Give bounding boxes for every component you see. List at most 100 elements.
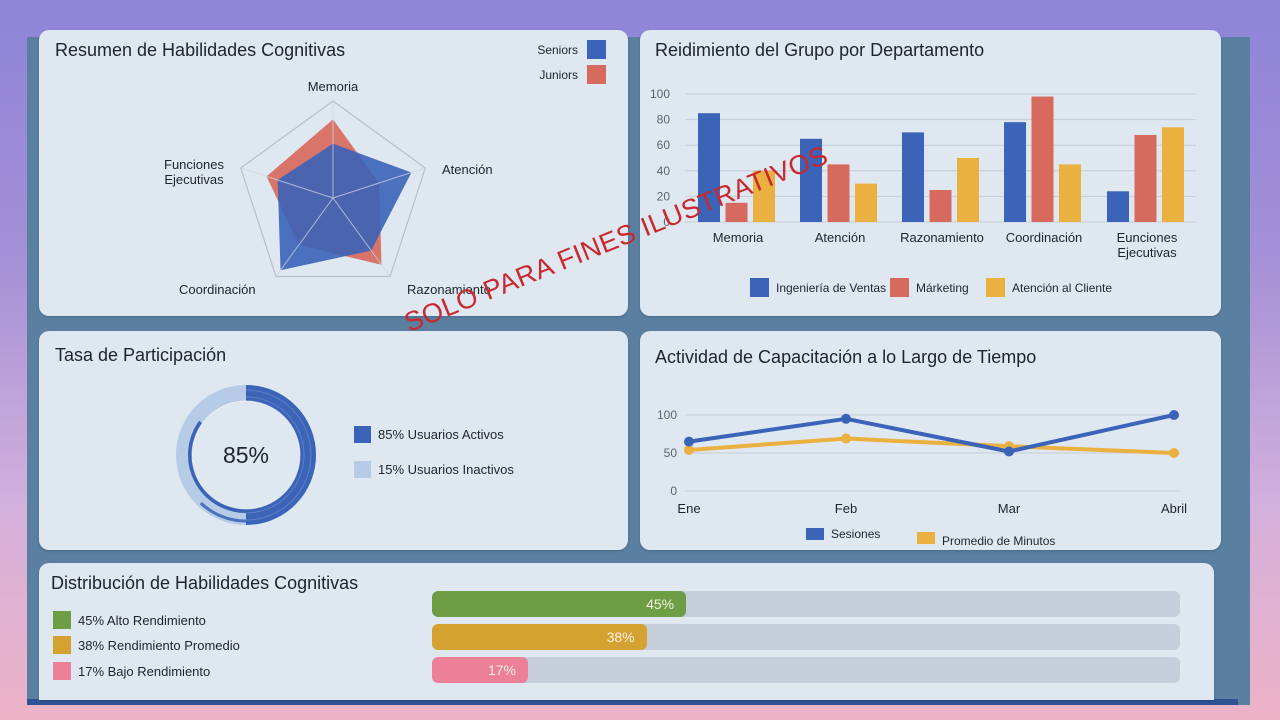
progress-value-label: 17% <box>487 662 516 678</box>
legend-swatch-light-blue <box>354 461 371 478</box>
bar <box>725 202 748 222</box>
bar <box>929 190 952 222</box>
line-xtick-mar: Mar <box>998 501 1021 516</box>
bar <box>827 164 850 222</box>
distribution-card: Distribución de Habilidades Cognitivas 4… <box>39 563 1214 700</box>
legend-label: Promedio de Minutos <box>942 534 1056 548</box>
bar-category-coordinacion: Coordinación <box>1006 230 1083 245</box>
progress-bar-bajo-rendimiento: 17% <box>432 657 1180 683</box>
legend-item-bajo-rendimiento[interactable]: 17% Bajo Rendimiento <box>53 662 210 680</box>
legend-swatch-blue <box>587 40 606 59</box>
bar <box>1059 164 1081 222</box>
bar-category-ejecutivas: Ejecutivas <box>1117 245 1177 260</box>
legend-item-alto-rendimiento[interactable]: 45% Alto Rendimiento <box>53 611 206 629</box>
legend-label: Atención al Cliente <box>1012 280 1113 295</box>
legend-swatch-red <box>587 65 606 84</box>
progress-value-label: 38% <box>606 629 635 645</box>
bar <box>902 132 924 222</box>
svg-text:100: 100 <box>657 408 677 422</box>
legend-label: Juniors <box>539 67 578 82</box>
bar <box>1107 191 1129 222</box>
legend-label: 38% Rendimiento Promedio <box>78 637 240 653</box>
legend-swatch-red <box>890 278 909 297</box>
line-xtick-feb: Feb <box>835 501 857 516</box>
line-xtick-abril: Abril <box>1161 501 1187 516</box>
legend-label: 17% Bajo Rendimiento <box>78 663 211 679</box>
bar-chart-title: Reidimiento del Grupo por Departamento <box>655 40 985 60</box>
legend-item-ingenieria-ventas[interactable]: Ingeniería de Ventas <box>750 278 886 297</box>
line-xtick-ene: Ene <box>677 501 700 516</box>
radar-chart-title: Resumen de Habilidades Cognitivas <box>55 40 346 60</box>
legend-item-atencion-cliente[interactable]: Atención al Cliente <box>986 278 1112 297</box>
bar-category-memoria: Memoria <box>713 230 764 245</box>
legend-swatch-yellow <box>917 532 935 544</box>
legend-swatch-green <box>53 611 71 629</box>
bar <box>1031 96 1054 222</box>
radar-area-seniors <box>277 143 412 271</box>
donut-center-value: 85% <box>223 442 269 468</box>
legend-item-seniors[interactable]: Seniors <box>537 40 606 59</box>
svg-text:20: 20 <box>657 189 671 203</box>
line-series <box>684 410 1179 458</box>
legend-swatch-blue <box>750 278 769 297</box>
training-activity-title: Actividad de Capacitación a lo Largo de … <box>655 347 1037 367</box>
legend-label: Márketing <box>916 280 969 295</box>
legend-label: Ingeniería de Ventas <box>776 280 887 295</box>
legend-label: 15% Usuarios Inactivos <box>378 462 514 477</box>
bar-category-atencion: Atención <box>815 230 866 245</box>
legend-item-promedio-minutos[interactable]: Promedio de Minutos <box>917 528 1055 548</box>
bar <box>1134 134 1157 222</box>
svg-text:40: 40 <box>657 164 671 178</box>
legend-item-rendimiento-promedio[interactable]: 38% Rendimiento Promedio <box>53 636 240 654</box>
svg-text:80: 80 <box>657 113 671 127</box>
donut-chart: 85% <box>176 385 316 525</box>
legend-label: 45% Alto Rendimiento <box>78 612 206 628</box>
radar-axis-label-memoria: Memoria <box>308 79 359 94</box>
legend-swatch-blue <box>806 528 824 540</box>
bar <box>1004 122 1026 222</box>
progress-fill-gold: 38% <box>432 624 647 650</box>
donut-rings <box>176 385 316 525</box>
radar-spokes <box>240 101 426 277</box>
progress-bar-rendimiento-promedio: 38% <box>432 624 1180 650</box>
bar <box>753 170 775 222</box>
radar-series <box>266 119 412 271</box>
radar-axis-label-funciones: Funciones <box>164 157 224 172</box>
line-grid: 0 50 100 <box>657 408 1180 498</box>
bar-chart-card: Reidimiento del Grupo por Departamento 0… <box>640 30 1221 316</box>
svg-text:0: 0 <box>670 484 677 498</box>
radar-axis-label-atencion: Atención <box>442 162 493 177</box>
legend-swatch-gold <box>53 636 71 654</box>
legend-swatch-pink <box>53 662 71 680</box>
progress-fill-pink: 17% <box>432 657 528 683</box>
legend-label: 85% Usuarios Activos <box>378 427 504 442</box>
line-chart: 0 50 100 Ene Feb Mar Abril <box>657 408 1187 516</box>
progress-fill-green: 45% <box>432 591 687 617</box>
svg-text:0: 0 <box>663 215 670 229</box>
radar-grid <box>240 100 426 278</box>
participation-card: Tasa de Participación 85% 85% Usuarios A… <box>39 331 628 550</box>
legend-label: Seniors <box>537 42 578 57</box>
bar <box>957 158 979 222</box>
radar-chart-card: Resumen de Habilidades Cognitivas Senior… <box>39 30 628 316</box>
progress-value-label: 45% <box>646 596 675 612</box>
progress-bar-alto-rendimiento: 45% <box>432 591 1180 617</box>
legend-label: Sesiones <box>831 527 881 541</box>
radar-axis-label-ejecutivas: Ejecutivas <box>164 172 224 187</box>
legend-item-usuarios-inactivos[interactable]: 15% Usuarios Inactivos <box>354 461 514 478</box>
bar <box>800 138 822 222</box>
svg-text:50: 50 <box>664 446 678 460</box>
legend-item-juniors[interactable]: Juniors <box>539 65 606 84</box>
bar-category-eunciones: Eunciones <box>1117 230 1178 245</box>
training-activity-card: Actividad de Capacitación a lo Largo de … <box>640 331 1221 550</box>
radar-axis-label-coordinacion: Coordinación <box>179 282 256 297</box>
bar <box>698 113 720 222</box>
bar-bars <box>698 96 1184 222</box>
participation-title: Tasa de Participación <box>55 345 227 365</box>
legend-item-marketing[interactable]: Márketing <box>890 278 969 297</box>
distribution-title: Distribución de Habilidades Cognitivas <box>51 573 359 593</box>
legend-swatch-blue <box>354 426 371 443</box>
legend-item-usuarios-activos[interactable]: 85% Usuarios Activos <box>354 426 504 443</box>
legend-item-sesiones[interactable]: Sesiones <box>806 527 880 541</box>
grouped-bar-chart: 0 20 40 60 80 100 Memoria Atención Razonamien… <box>650 87 1196 260</box>
